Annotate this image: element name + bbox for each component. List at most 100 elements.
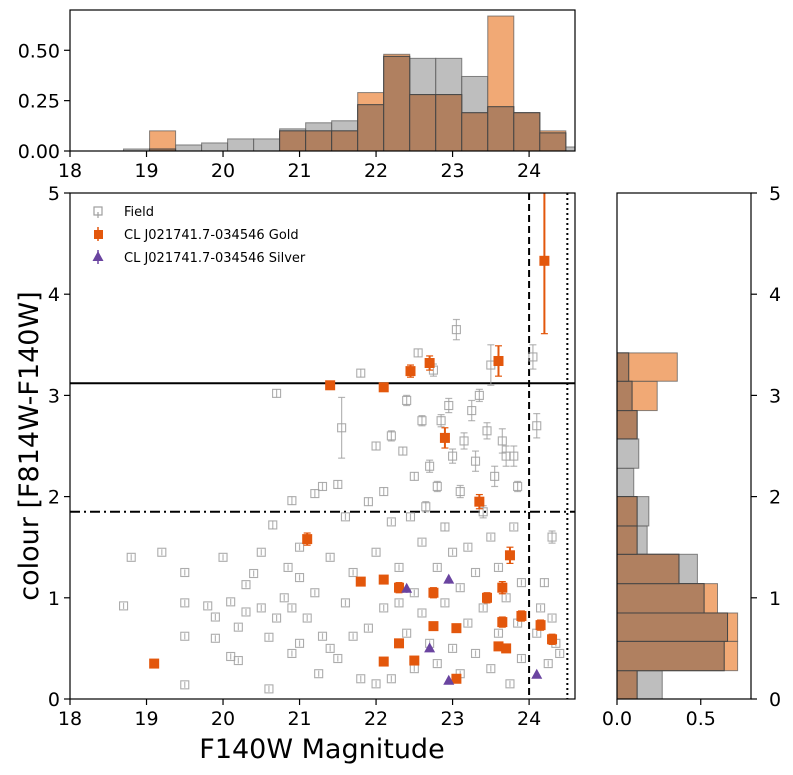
field-point <box>490 471 500 481</box>
field-point <box>467 406 477 416</box>
scatter-panel <box>70 193 575 699</box>
top-x-tick-label: 18 <box>58 160 82 182</box>
field-point <box>493 628 504 638</box>
x-tick-label: 24 <box>517 708 541 730</box>
top-hist-overlap-bar <box>513 112 541 151</box>
field-point <box>333 653 343 664</box>
field-point <box>363 497 373 507</box>
top-hist-bar <box>175 144 203 151</box>
legend-entry-field: Field <box>93 205 154 220</box>
top-x-tick-label: 19 <box>134 160 158 182</box>
field-point <box>486 532 496 542</box>
right-hist-overlap-bar <box>616 525 638 555</box>
field-point <box>356 368 366 378</box>
x-axis-label: F140W Magnitude <box>199 734 444 765</box>
field-point <box>432 562 442 572</box>
legend-marker-silver <box>92 251 104 261</box>
gold-point <box>149 658 160 669</box>
top-hist-overlap-bar <box>409 94 437 151</box>
legend-entry-silver: CL J021741.7-034546 Silver <box>92 250 306 266</box>
field-point <box>249 568 259 579</box>
field-point <box>325 643 335 653</box>
right-hist-bar <box>616 438 640 469</box>
field-point <box>371 441 381 451</box>
right-y-tick-label: 3 <box>769 385 781 407</box>
y-tick-label: 2 <box>48 487 60 509</box>
field-point <box>302 613 312 623</box>
field-point <box>539 578 549 588</box>
field-point <box>233 622 243 632</box>
field-point <box>555 648 565 659</box>
field-point <box>402 628 412 638</box>
legend: Field CL J021741.7-034546 Gold CL J02174… <box>92 205 306 266</box>
field-point <box>398 446 408 456</box>
field-point <box>287 496 297 506</box>
field-point <box>241 607 251 617</box>
series-field <box>119 318 565 694</box>
field-point <box>440 598 450 608</box>
gold-point <box>378 574 389 585</box>
field-point <box>455 486 465 497</box>
field-point <box>528 352 538 362</box>
field-point <box>119 601 129 611</box>
field-point <box>314 669 324 679</box>
field-point <box>333 479 343 490</box>
right-y-tick-label: 2 <box>769 487 781 509</box>
field-point <box>279 593 289 603</box>
right-y-tick-label: 0 <box>769 689 781 711</box>
field-point <box>340 512 351 522</box>
field-point <box>386 674 396 684</box>
field-point <box>226 597 236 607</box>
top-histogram-frame <box>69 9 576 152</box>
right-histogram-frame <box>616 192 752 700</box>
gold-point <box>424 358 435 369</box>
field-point <box>272 388 282 398</box>
field-point <box>371 679 381 689</box>
right-x-tick-label: 0.5 <box>686 708 716 730</box>
top-histogram-panel <box>123 15 575 151</box>
field-point <box>317 481 328 492</box>
field-point <box>547 613 557 623</box>
top-hist-overlap-bar <box>435 94 463 151</box>
field-point <box>310 489 320 499</box>
y-tick-label: 1 <box>48 588 60 610</box>
field-point <box>421 502 431 512</box>
silver-point <box>531 668 543 679</box>
silver-point <box>443 573 455 584</box>
field-point <box>325 552 335 562</box>
right-hist-overlap-bar <box>616 670 638 700</box>
field-point <box>348 631 358 641</box>
field-point <box>470 567 481 578</box>
field-point <box>394 598 404 608</box>
field-point <box>543 659 553 669</box>
gold-point <box>539 255 550 266</box>
right-hist-overlap-bar <box>616 380 633 412</box>
field-point <box>180 680 190 690</box>
field-point <box>386 517 396 527</box>
top-hist-overlap-bar <box>357 104 385 151</box>
right-hist-overlap-bar <box>616 612 729 642</box>
gold-point <box>504 550 515 561</box>
right-hist-overlap-bar <box>616 410 638 440</box>
legend-label-field: Field <box>124 205 154 220</box>
top-y-tick-label: 0.50 <box>18 40 60 62</box>
field-point <box>413 348 423 358</box>
gold-point <box>439 432 450 443</box>
gold-point <box>325 380 336 391</box>
top-hist-overlap-bar <box>331 130 359 151</box>
right-y-tick-label: 5 <box>769 183 781 205</box>
field-point <box>157 547 167 557</box>
series-cl-j021741-7-034546-silver <box>401 573 543 685</box>
field-point <box>180 567 190 578</box>
top-hist-overlap-bar <box>461 112 489 151</box>
field-point <box>348 567 358 578</box>
y-tick-label: 0 <box>48 689 60 711</box>
field-point <box>394 562 404 572</box>
field-point <box>180 631 190 641</box>
field-point <box>513 481 523 492</box>
field-point <box>210 612 220 622</box>
top-x-tick-label: 21 <box>287 160 311 182</box>
field-point <box>425 461 435 471</box>
field-point <box>241 580 251 590</box>
